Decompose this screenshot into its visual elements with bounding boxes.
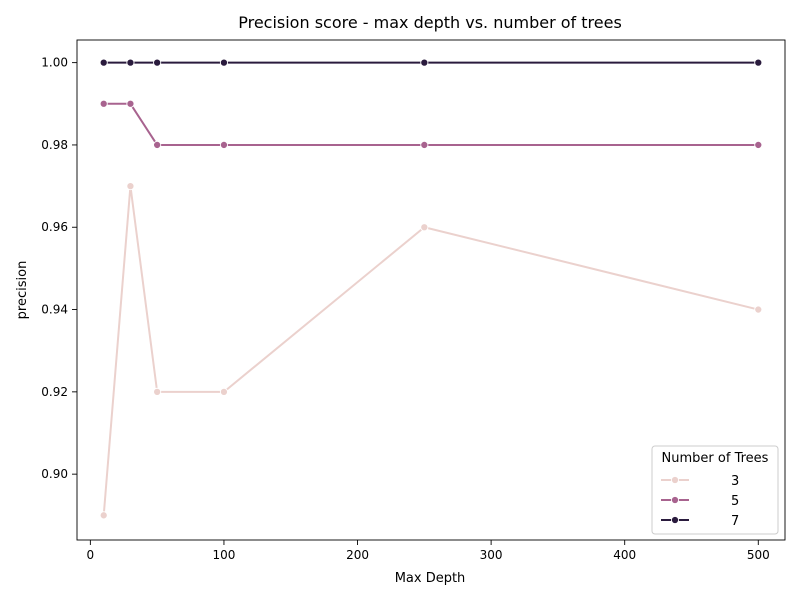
- chart-title: Precision score - max depth vs. number o…: [238, 13, 622, 32]
- data-point: [754, 140, 763, 149]
- x-tick-label: 0: [87, 548, 95, 562]
- series-3: [99, 182, 763, 520]
- series-5: [99, 99, 763, 149]
- legend-title: Number of Trees: [662, 451, 769, 466]
- legend-entry-3: 3: [661, 474, 739, 489]
- y-tick-label: 1.00: [41, 56, 68, 70]
- data-point: [99, 99, 108, 108]
- data-point: [126, 99, 135, 108]
- series-line: [102, 185, 759, 516]
- plot-area: [76, 39, 786, 541]
- x-tick-label: 100: [212, 548, 235, 562]
- x-tick-label: 400: [613, 548, 636, 562]
- data-point: [754, 58, 763, 67]
- data-point: [754, 305, 763, 314]
- series-7: [99, 58, 763, 67]
- data-point: [99, 511, 108, 520]
- legend: Number of Trees 3 5 7: [651, 445, 779, 535]
- legend-marker: [670, 475, 680, 485]
- data-point: [153, 387, 162, 396]
- legend-box: [651, 445, 779, 535]
- data-point: [99, 58, 108, 67]
- y-axis: 0.90 0.92 0.94 0.96 0.98 1.00: [41, 56, 77, 481]
- legend-label: 3: [731, 474, 739, 489]
- x-tick-label: 200: [346, 548, 369, 562]
- data-point: [420, 223, 429, 232]
- data-point: [420, 140, 429, 149]
- x-tick-label: 300: [480, 548, 503, 562]
- y-tick-label: 0.90: [41, 467, 68, 481]
- data-point: [219, 140, 228, 149]
- data-point: [420, 58, 429, 67]
- data-point: [219, 58, 228, 67]
- series-line: [103, 102, 759, 146]
- data-point: [126, 182, 135, 191]
- data-point: [126, 58, 135, 67]
- data-point: [219, 387, 228, 396]
- y-tick-label: 0.92: [41, 385, 68, 399]
- legend-marker: [670, 515, 680, 525]
- plot-frame: [76, 39, 786, 541]
- y-tick-label: 0.96: [41, 220, 68, 234]
- x-tick-label: 500: [747, 548, 770, 562]
- x-axis-title: Max Depth: [395, 571, 466, 586]
- y-tick-label: 0.98: [41, 138, 68, 152]
- legend-entry-5: 5: [661, 494, 739, 509]
- legend-entries: 3 5 7: [661, 474, 739, 529]
- data-point: [153, 140, 162, 149]
- legend-marker: [670, 495, 680, 505]
- legend-label: 7: [731, 514, 739, 529]
- x-axis: 0 100 200 300 400 500: [87, 540, 770, 562]
- legend-label: 5: [731, 494, 739, 509]
- y-tick-label: 0.94: [41, 303, 68, 317]
- data-point: [153, 58, 162, 67]
- y-axis-title: precision: [15, 261, 30, 320]
- series-layer: [99, 58, 763, 520]
- legend-entry-7: 7: [661, 514, 739, 529]
